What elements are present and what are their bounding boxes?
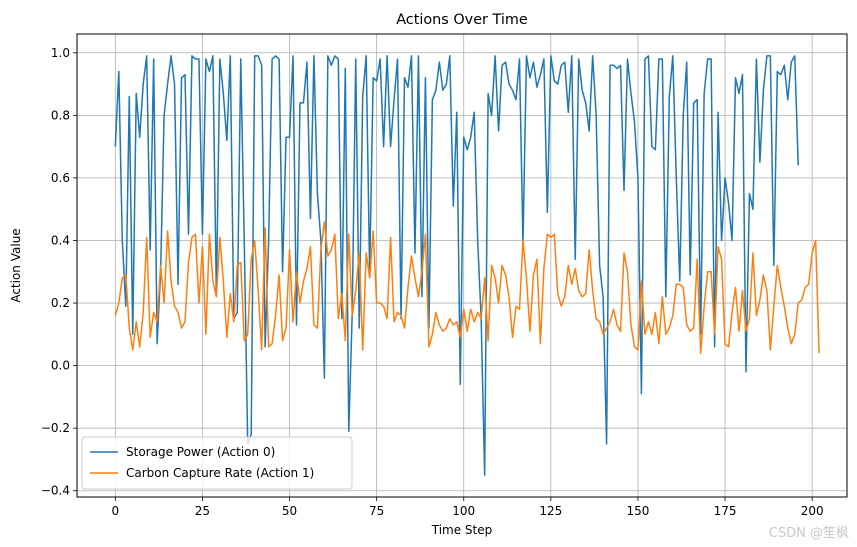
legend: Storage Power (Action 0) Carbon Capture … <box>81 436 353 490</box>
plot-area-frame <box>76 33 848 498</box>
series-lines <box>114 55 820 476</box>
chart-title: Actions Over Time <box>396 12 528 28</box>
axis-ticks: 0 25 50 75 100 125 150 175 200 −0.4 −0.2 0.0 0.2 0.4 0… <box>41 46 824 518</box>
x-tick-label: 50 <box>282 504 297 518</box>
legend-label-storage-power: Storage Power (Action 0) <box>126 445 275 459</box>
legend-label-carbon-capture: Carbon Capture Rate (Action 1) <box>126 466 314 480</box>
x-tick-label: 150 <box>626 504 649 518</box>
y-tick-label: 0.8 <box>51 108 70 122</box>
series-storage-power-line <box>114 55 799 476</box>
y-tick-label: 0.4 <box>51 233 70 247</box>
legend-box <box>81 436 353 490</box>
y-axis-label: Action Value <box>9 228 23 302</box>
x-tick-label: 25 <box>195 504 210 518</box>
watermark: CSDN @笙枫 <box>768 526 849 541</box>
x-tick-label: 175 <box>714 504 737 518</box>
y-tick-label: 1.0 <box>51 46 70 60</box>
x-tick-label: 75 <box>369 504 384 518</box>
x-tick-label: 200 <box>801 504 824 518</box>
x-tick-label: 125 <box>539 504 562 518</box>
x-tick-label: 100 <box>452 504 475 518</box>
x-tick-label: 0 <box>112 504 120 518</box>
y-tick-label: 0.2 <box>51 296 70 310</box>
y-tick-label: 0.0 <box>51 359 70 373</box>
y-tick-label: 0.6 <box>51 171 70 185</box>
y-tick-label: −0.2 <box>41 421 70 435</box>
series-carbon-capture-line <box>114 220 820 354</box>
y-tick-label: −0.4 <box>41 484 70 498</box>
x-axis-label: Time Step <box>431 523 493 537</box>
